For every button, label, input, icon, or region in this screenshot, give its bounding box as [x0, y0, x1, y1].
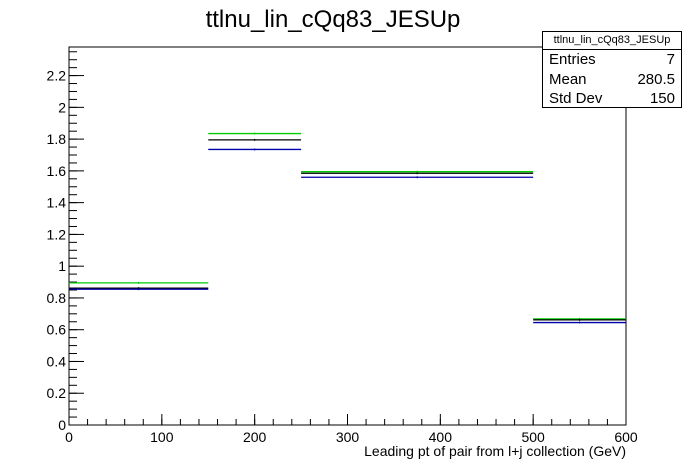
y-tick-label: 1.6 — [47, 163, 67, 179]
y-tick-label: 1.4 — [47, 195, 67, 211]
stats-row-mean: Mean 280.5 — [543, 70, 681, 90]
histogram-series — [69, 132, 626, 324]
x-tick-label: 400 — [429, 429, 453, 445]
y-tick-label: 1.2 — [47, 226, 67, 242]
x-tick-label: 300 — [336, 429, 360, 445]
y-tick-label: 0 — [58, 417, 66, 433]
stats-entries-label: Entries — [549, 51, 596, 68]
y-tick-label: 1 — [58, 258, 66, 274]
y-tick-label: 0.4 — [47, 353, 67, 369]
stats-mean-label: Mean — [549, 70, 587, 88]
x-tick-label: 0 — [65, 429, 73, 445]
y-axis: 0 0.2 0.4 0.6 0.8 1 1.2 1.4 1.6 1.8 2 2.2 — [47, 51, 84, 433]
y-tick-label: 0.6 — [47, 322, 67, 338]
stats-mean-value: 280.5 — [637, 70, 675, 88]
chart-title: ttlnu_lin_cQq83_JESUp — [206, 6, 461, 33]
y-tick-label: 1.8 — [47, 131, 67, 147]
y-tick-label: 0.2 — [47, 385, 67, 401]
x-tick-label: 600 — [614, 429, 638, 445]
y-tick-label: 0.8 — [47, 290, 67, 306]
stats-stddev-value: 150 — [649, 90, 675, 107]
stats-entries-value: 7 — [666, 51, 675, 68]
x-tick-label: 200 — [243, 429, 267, 445]
x-axis: 0 100 200 300 400 500 600 — [65, 414, 638, 445]
stats-title: ttlnu_lin_cQq83_JESUp — [543, 32, 681, 50]
x-axis-label: Leading pt of pair from l+j collection (… — [364, 443, 626, 459]
x-tick-label: 500 — [521, 429, 545, 445]
y-tick-label: 2.2 — [47, 68, 67, 84]
y-tick-label: 2 — [58, 99, 66, 115]
stats-row-stddev: Std Dev 150 — [543, 89, 681, 109]
stats-stddev-label: Std Dev — [549, 90, 603, 107]
stats-row-entries: Entries 7 — [543, 50, 681, 70]
stats-box: ttlnu_lin_cQq83_JESUp Entries 7 Mean 280… — [542, 31, 682, 108]
x-tick-label: 100 — [150, 429, 174, 445]
